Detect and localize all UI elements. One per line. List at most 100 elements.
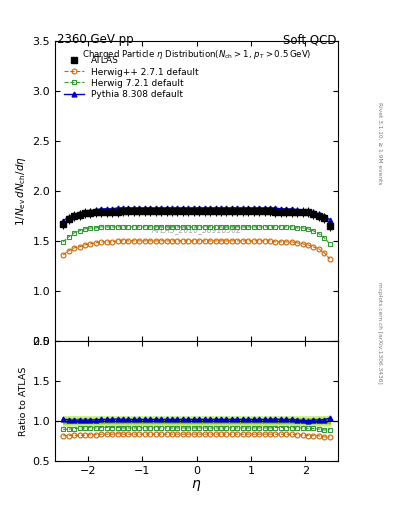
Pythia 8.308 default <box>311 209 316 215</box>
Herwig++ 2.7.1 default <box>284 239 288 245</box>
Herwig 7.2.1 default <box>77 228 82 234</box>
Pythia 8.308 default <box>300 208 305 214</box>
Herwig++ 2.7.1 default <box>137 238 142 244</box>
Herwig 7.2.1 default <box>83 226 87 232</box>
Herwig 7.2.1 default <box>311 228 316 234</box>
Herwig++ 2.7.1 default <box>121 238 125 244</box>
Y-axis label: Ratio to ATLAS: Ratio to ATLAS <box>19 366 28 436</box>
Text: Rivet 3.1.10, ≥ 1.9M events: Rivet 3.1.10, ≥ 1.9M events <box>377 102 382 184</box>
Pythia 8.308 default <box>72 212 76 218</box>
Pythia 8.308 default <box>110 206 114 212</box>
Herwig++ 2.7.1 default <box>99 239 104 245</box>
Pythia 8.308 default <box>164 205 169 211</box>
Herwig 7.2.1 default <box>224 224 229 230</box>
Pythia 8.308 default <box>230 205 234 211</box>
Herwig 7.2.1 default <box>99 224 104 230</box>
Herwig 7.2.1 default <box>306 226 310 232</box>
Herwig 7.2.1 default <box>105 224 109 230</box>
Herwig 7.2.1 default <box>148 224 152 230</box>
Pythia 8.308 default <box>191 205 196 211</box>
Herwig 7.2.1 default <box>295 225 299 231</box>
Herwig 7.2.1 default <box>257 224 261 230</box>
Herwig 7.2.1 default <box>66 234 71 240</box>
Herwig++ 2.7.1 default <box>257 238 261 244</box>
Herwig++ 2.7.1 default <box>235 238 240 244</box>
Pythia 8.308 default <box>142 205 147 211</box>
Pythia 8.308 default <box>186 205 191 211</box>
Legend: ATLAS, Herwig++ 2.7.1 default, Herwig 7.2.1 default, Pythia 8.308 default: ATLAS, Herwig++ 2.7.1 default, Herwig 7.… <box>62 54 201 101</box>
Herwig++ 2.7.1 default <box>153 238 158 244</box>
Pythia 8.308 default <box>246 205 251 211</box>
Herwig++ 2.7.1 default <box>241 238 245 244</box>
Herwig 7.2.1 default <box>317 231 321 237</box>
Herwig++ 2.7.1 default <box>311 244 316 250</box>
Herwig++ 2.7.1 default <box>72 245 76 251</box>
Pythia 8.308 default <box>284 206 288 212</box>
Herwig 7.2.1 default <box>300 225 305 231</box>
Herwig 7.2.1 default <box>137 224 142 230</box>
Herwig++ 2.7.1 default <box>159 238 163 244</box>
Herwig++ 2.7.1 default <box>262 238 267 244</box>
Pythia 8.308 default <box>77 210 82 216</box>
Pythia 8.308 default <box>180 205 185 211</box>
Herwig++ 2.7.1 default <box>88 241 93 247</box>
Pythia 8.308 default <box>137 205 142 211</box>
Pythia 8.308 default <box>148 205 152 211</box>
Pythia 8.308 default <box>66 214 71 220</box>
Herwig 7.2.1 default <box>110 224 114 230</box>
Herwig 7.2.1 default <box>164 224 169 230</box>
Herwig 7.2.1 default <box>94 225 98 231</box>
Herwig++ 2.7.1 default <box>110 239 114 245</box>
Y-axis label: $1/N_{\rm ev}\,dN_{\rm ch}/d\eta$: $1/N_{\rm ev}\,dN_{\rm ch}/d\eta$ <box>14 156 28 226</box>
Pythia 8.308 default <box>279 206 283 212</box>
Herwig 7.2.1 default <box>153 224 158 230</box>
Herwig++ 2.7.1 default <box>202 238 207 244</box>
Pythia 8.308 default <box>295 207 299 213</box>
Herwig++ 2.7.1 default <box>115 238 120 244</box>
Herwig++ 2.7.1 default <box>164 238 169 244</box>
Pythia 8.308 default <box>219 205 223 211</box>
Pythia 8.308 default <box>327 217 332 223</box>
Herwig 7.2.1 default <box>279 224 283 230</box>
Herwig++ 2.7.1 default <box>213 238 218 244</box>
Herwig++ 2.7.1 default <box>170 238 174 244</box>
Pythia 8.308 default <box>322 213 327 219</box>
Pythia 8.308 default <box>88 208 93 214</box>
Herwig 7.2.1 default <box>121 224 125 230</box>
Herwig 7.2.1 default <box>175 224 180 230</box>
Text: 2360 GeV pp: 2360 GeV pp <box>57 33 134 46</box>
Herwig 7.2.1 default <box>191 224 196 230</box>
Pythia 8.308 default <box>153 205 158 211</box>
Herwig++ 2.7.1 default <box>61 252 66 258</box>
Herwig 7.2.1 default <box>268 224 272 230</box>
Herwig++ 2.7.1 default <box>219 238 223 244</box>
Text: Soft QCD: Soft QCD <box>283 33 336 46</box>
Herwig++ 2.7.1 default <box>306 242 310 248</box>
Herwig++ 2.7.1 default <box>300 241 305 247</box>
Herwig++ 2.7.1 default <box>132 238 136 244</box>
Herwig++ 2.7.1 default <box>224 238 229 244</box>
Herwig 7.2.1 default <box>72 230 76 236</box>
Herwig 7.2.1 default <box>88 225 93 231</box>
Herwig 7.2.1 default <box>61 239 66 245</box>
Pythia 8.308 default <box>289 206 294 212</box>
Pythia 8.308 default <box>306 209 310 215</box>
Text: ATLAS_2010_S8918562: ATLAS_2010_S8918562 <box>151 225 242 234</box>
Pythia 8.308 default <box>224 205 229 211</box>
Pythia 8.308 default <box>83 209 87 215</box>
Pythia 8.308 default <box>268 205 272 211</box>
Herwig 7.2.1 default <box>322 235 327 241</box>
Pythia 8.308 default <box>213 205 218 211</box>
Herwig 7.2.1 default <box>327 241 332 247</box>
Herwig 7.2.1 default <box>289 224 294 230</box>
Pythia 8.308 default <box>132 205 136 211</box>
Herwig 7.2.1 default <box>159 224 163 230</box>
Herwig++ 2.7.1 default <box>246 238 251 244</box>
Herwig 7.2.1 default <box>246 224 251 230</box>
Pythia 8.308 default <box>208 205 213 211</box>
Herwig 7.2.1 default <box>180 224 185 230</box>
Herwig 7.2.1 default <box>142 224 147 230</box>
Herwig 7.2.1 default <box>219 224 223 230</box>
Herwig++ 2.7.1 default <box>317 246 321 252</box>
Herwig++ 2.7.1 default <box>148 238 152 244</box>
